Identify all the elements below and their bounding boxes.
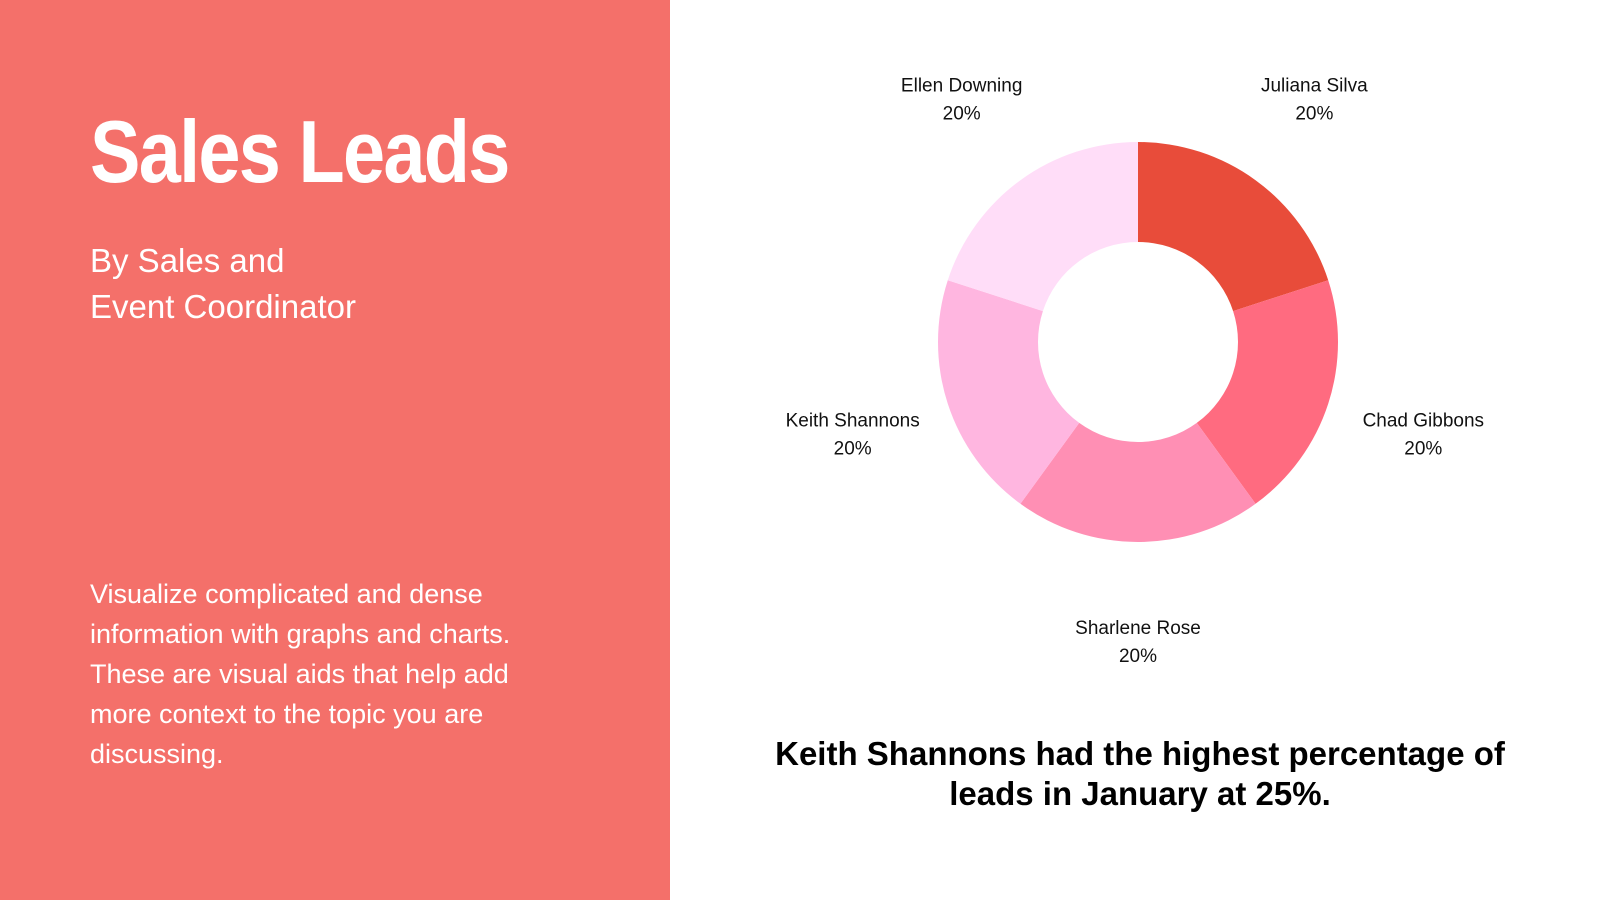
donut-slice <box>1138 142 1329 312</box>
description-text: Visualize complicated and dense informat… <box>90 579 511 769</box>
slice-value-label: 20% <box>1404 439 1442 460</box>
slice-label: Juliana Silva <box>1261 75 1368 96</box>
donut-slice <box>1196 280 1338 504</box>
slice-label: Ellen Downing <box>901 75 1022 96</box>
slice-value-label: 20% <box>1295 103 1333 124</box>
slide-subtitle: By Sales and Event Coordinator <box>90 238 356 330</box>
slice-value-label: 20% <box>943 103 981 124</box>
slice-label: Sharlene Rose <box>1075 618 1201 639</box>
donut-slice <box>1020 422 1256 542</box>
left-panel: Sales Leads By Sales and Event Coordinat… <box>0 0 670 900</box>
donut-slice <box>947 142 1138 312</box>
subtitle-line-1: By Sales and <box>90 242 285 279</box>
slice-label: Chad Gibbons <box>1363 411 1484 432</box>
slice-value-label: 20% <box>1119 646 1157 667</box>
slide-title: Sales Leads <box>90 102 510 201</box>
subtitle-line-2: Event Coordinator <box>90 288 356 325</box>
donut-slice <box>938 280 1080 504</box>
slice-value-label: 20% <box>834 439 872 460</box>
slice-label: Keith Shannons <box>786 411 920 432</box>
donut-chart: Juliana Silva 20% Chad Gibbons 20% Sharlene … <box>786 75 1484 667</box>
chart-caption: Keith Shannons had the highest percentag… <box>775 735 1505 812</box>
